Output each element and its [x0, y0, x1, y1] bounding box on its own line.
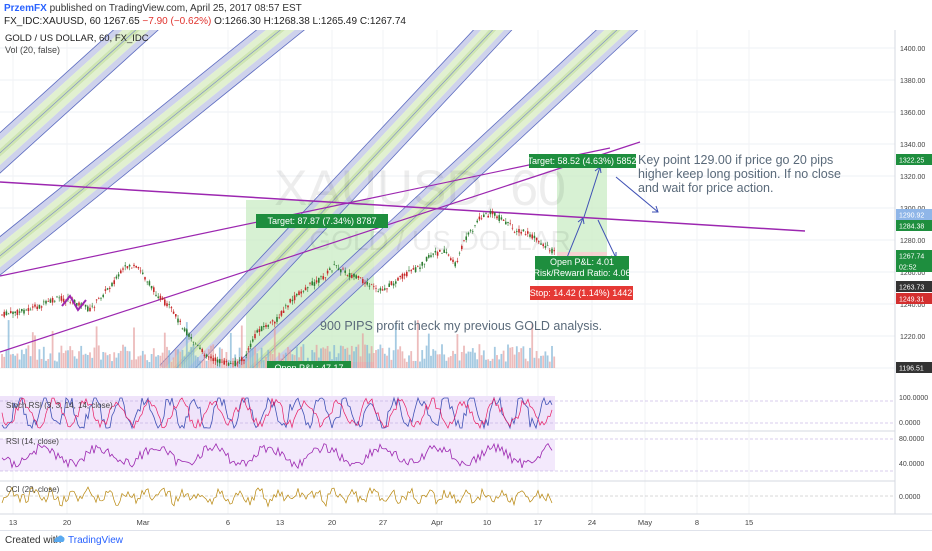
rsi-tick-40: 40.0000	[899, 461, 924, 468]
svg-text:Risk/Reward Ratio: 3.11: Risk/Reward Ratio: 3.11	[261, 374, 357, 384]
position-2-profit-zone[interactable]	[557, 160, 607, 252]
price-badge	[896, 220, 932, 231]
time-tick: Apr	[431, 518, 443, 527]
time-tick: 13	[9, 518, 17, 527]
position-2-stop-label[interactable]: Stop: 14.42 (1.14%) 1442	[530, 286, 633, 300]
price-tick: 1380.00	[900, 78, 925, 85]
resistance-line[interactable]	[0, 181, 806, 232]
price-badge	[896, 293, 932, 304]
time-tick: 10	[483, 518, 491, 527]
chart-header: PrzemFX published on TradingView.com, Ap…	[0, 0, 932, 30]
ohlc-values: O:1266.30 H:1268.38 L:1265.49 C:1267.74	[214, 16, 406, 27]
stoch-label: Stoch RSI (3, 3, 14, 14, close)	[6, 401, 113, 410]
position-1-target-label[interactable]: Target: 87.87 (7.34%) 8787	[256, 214, 388, 228]
time-tick: 17	[534, 518, 542, 527]
price-badge	[896, 154, 932, 165]
position-2-target-label[interactable]: Target: 58.52 (4.63%) 5852	[527, 154, 637, 168]
rsi-tick-80: 80.0000	[899, 436, 924, 443]
stoch-tick-0: 0.0000	[899, 420, 921, 427]
price-tick: 1220.00	[900, 334, 925, 341]
trend-line-upper[interactable]	[0, 147, 611, 277]
price-badge-text: 1322.25	[899, 158, 924, 165]
event-markers: ‹ T T T T T T T T T T	[556, 376, 619, 383]
position-2-pnl-label[interactable]: Open P&L: 4.01 Risk/Reward Ratio: 4.06	[533, 256, 631, 280]
publish-info: published on TradingView.com, April 25, …	[46, 3, 302, 14]
price-badge	[896, 281, 932, 292]
price-badges: 1322.25 1290.92 1284.38 1267.74 02:52 1263.73…	[896, 154, 932, 373]
price-tick: 1280.00	[900, 238, 925, 245]
volume-label: Vol (20, false)	[5, 45, 60, 55]
svg-text:Open P&L: 47.17: Open P&L: 47.17	[274, 363, 343, 373]
symbol-line: FX_IDC:XAUUSD, 60 1267.65 −7.90 (−0.62%)…	[4, 16, 406, 27]
cci-line	[1, 486, 553, 508]
price-badge	[896, 250, 932, 261]
publish-line: PrzemFX published on TradingView.com, Ap…	[4, 3, 302, 14]
tradingview-link[interactable]: TradingView	[68, 535, 124, 546]
time-tick: 24	[588, 518, 596, 527]
annotation-profit[interactable]: 900 PIPS profit check my previous GOLD a…	[320, 319, 602, 333]
stoch-d-line	[1, 396, 553, 430]
price-tick: 1340.00	[900, 142, 925, 149]
rsi-line	[1, 442, 553, 470]
time-tick: 27	[379, 518, 387, 527]
time-tick: 20	[328, 518, 336, 527]
price-badge	[896, 209, 932, 220]
parallel-channels[interactable]	[0, 30, 670, 385]
time-tick: 8	[695, 518, 699, 527]
price-tick: 1360.00	[900, 110, 925, 117]
time-tick: 6	[226, 518, 230, 527]
price-badge-text: 02:52	[899, 265, 917, 272]
time-tick: Mar	[137, 518, 150, 527]
annotation-line-1[interactable]: Key point 129.00 if price go 20 pips	[638, 153, 833, 167]
price-badge-text: 1249.31	[899, 297, 924, 304]
price-tick: 1400.00	[900, 46, 925, 53]
pattern-mark	[61, 294, 87, 312]
author-link[interactable]: PrzemFX	[4, 3, 47, 14]
price-tick: 1260.00	[900, 270, 925, 277]
annotation-line-2[interactable]: higher keep long position. If no close	[638, 167, 841, 181]
price-badge-text: 1284.38	[899, 224, 924, 231]
main-pane[interactable]: XAUUSD, 60 GOLD / US DOLLAR Target: 87.8…	[0, 30, 841, 387]
stoch-k-line	[1, 396, 553, 430]
svg-text:Target: 58.52 (4.63%) 5852: Target: 58.52 (4.63%) 5852	[527, 156, 636, 166]
price-change: −7.90 (−0.62%)	[142, 16, 212, 27]
svg-text:Target: 87.87 (7.34%) 8787: Target: 87.87 (7.34%) 8787	[267, 216, 376, 226]
time-tick: 15	[745, 518, 753, 527]
price-badge	[896, 261, 932, 272]
price-tick: 1320.00	[900, 174, 925, 181]
chart-area[interactable]: XAUUSD, 60 GOLD / US DOLLAR Target: 87.8…	[0, 30, 932, 530]
support-line[interactable]	[0, 141, 641, 353]
tradingview-logo-icon	[54, 535, 65, 542]
symbol-label[interactable]: FX_IDC:XAUUSD, 60	[4, 16, 101, 27]
price-badge-text: 1267.74	[899, 254, 924, 261]
cci-tick-0: 0.0000	[899, 494, 921, 501]
time-tick: May	[638, 518, 652, 527]
svg-text:Stop: 14.42 (1.14%) 1442: Stop: 14.42 (1.14%) 1442	[530, 288, 633, 298]
price-badge-text: 1196.51	[899, 366, 924, 373]
annotation-line-3[interactable]: and wait for price action.	[638, 181, 774, 195]
svg-text:Open P&L: 4.01: Open P&L: 4.01	[550, 257, 614, 267]
stoch-tick-100: 100.0000	[899, 395, 928, 402]
price-chart[interactable]: XAUUSD, 60 GOLD / US DOLLAR Target: 87.8…	[0, 30, 932, 530]
rsi-label: RSI (14, close)	[6, 437, 59, 446]
created-with-label: Created with	[5, 535, 62, 546]
price-tick: 1240.00	[900, 302, 925, 309]
price-badge-text: 1290.92	[899, 213, 924, 220]
last-price: 1267.65	[103, 16, 140, 27]
position-1-pnl-label[interactable]: Open P&L: 47.17 Risk/Reward Ratio: 3.11	[261, 361, 357, 387]
time-axis[interactable]: 13 20 Mar 6 13 20 27 Apr 10 17 24 May 8 15	[9, 518, 753, 527]
time-tick: 13	[276, 518, 284, 527]
price-badge-text: 1263.73	[899, 285, 924, 292]
footer: Created with TradingView	[0, 530, 932, 551]
rsi-band	[0, 439, 555, 471]
svg-text:Risk/Reward Ratio: 4.06: Risk/Reward Ratio: 4.06	[533, 268, 630, 278]
time-tick: 20	[63, 518, 71, 527]
pair-title: GOLD / US DOLLAR, 60, FX_IDC	[5, 33, 149, 44]
cci-label: CCI (20, close)	[6, 485, 60, 494]
price-badge	[896, 362, 932, 373]
candlesticks	[1, 208, 555, 368]
